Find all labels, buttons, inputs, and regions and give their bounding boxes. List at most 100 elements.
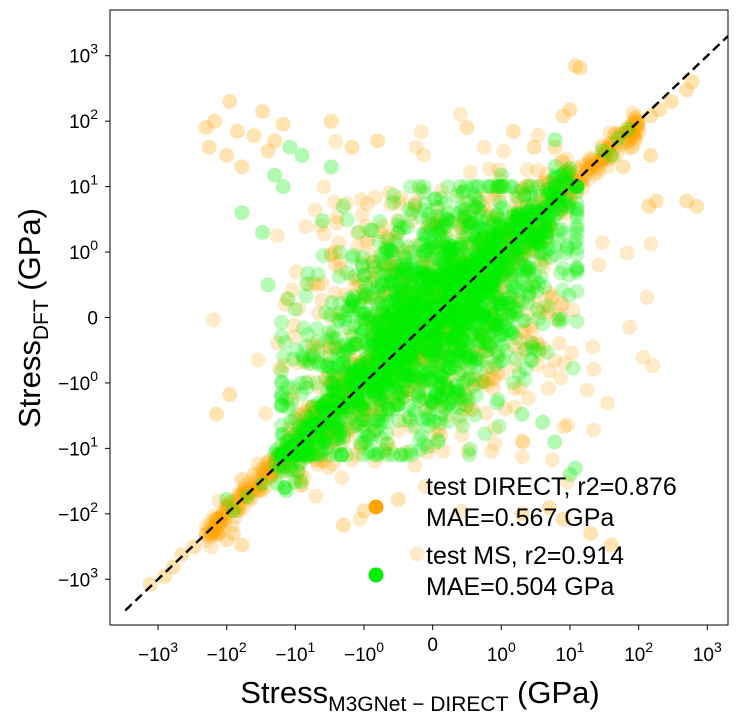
direct-point	[481, 228, 497, 244]
x-axis-label-subscript: M3GNet − DIRECT	[328, 693, 508, 716]
y-tick-label: 0	[87, 309, 98, 330]
ms-point	[404, 206, 419, 221]
direct-point	[279, 291, 295, 307]
direct-point	[299, 410, 315, 426]
direct-point	[516, 189, 532, 204]
ms-point	[467, 232, 483, 248]
direct-point	[489, 269, 505, 285]
direct-point	[552, 205, 568, 221]
direct-point	[514, 180, 530, 196]
ms-point	[477, 426, 493, 442]
ms-point	[370, 413, 386, 429]
direct-point	[568, 160, 584, 176]
ms-point	[444, 331, 460, 347]
direct-point	[311, 380, 327, 396]
direct-point	[394, 383, 410, 399]
ms-point	[480, 335, 496, 351]
direct-point	[515, 449, 530, 465]
ms-point	[374, 336, 389, 352]
ms-point	[339, 359, 355, 375]
direct-point	[574, 158, 590, 173]
ms-point	[393, 220, 409, 235]
direct-point	[246, 466, 262, 482]
direct-point	[378, 311, 394, 327]
direct-point	[627, 131, 643, 147]
direct-point	[436, 279, 452, 295]
ms-point	[451, 307, 466, 323]
direct-point	[314, 408, 330, 424]
ms-point	[390, 397, 405, 413]
direct-point	[307, 202, 323, 218]
direct-point	[358, 407, 373, 423]
ms-point	[430, 336, 446, 352]
direct-point	[513, 251, 529, 266]
ms-point	[499, 343, 514, 359]
direct-point	[491, 162, 507, 178]
ms-point	[467, 192, 483, 208]
direct-point	[324, 375, 340, 391]
direct-point	[486, 191, 502, 207]
direct-point	[286, 384, 302, 400]
direct-point	[496, 283, 512, 299]
ms-point	[403, 179, 419, 195]
direct-point	[510, 211, 526, 227]
direct-point	[384, 368, 400, 384]
direct-point	[259, 454, 275, 470]
x-tick-label-exponent: 2	[239, 639, 247, 655]
direct-point	[415, 313, 431, 329]
direct-point	[457, 211, 473, 227]
direct-point	[482, 316, 498, 332]
ms-point	[441, 306, 457, 322]
ms-point	[569, 221, 585, 237]
ms-point	[379, 371, 395, 387]
direct-point	[221, 495, 237, 511]
ms-point	[444, 332, 460, 347]
ms-point	[377, 367, 393, 383]
direct-point	[430, 357, 446, 373]
ms-point	[358, 334, 374, 350]
direct-point	[339, 363, 355, 379]
direct-point	[278, 453, 294, 468]
ms-point	[420, 345, 436, 361]
direct-point	[428, 338, 444, 354]
direct-point	[286, 329, 302, 345]
direct-point	[334, 470, 350, 486]
ms-point	[485, 315, 501, 331]
x-tick-label-exponent: 1	[308, 639, 316, 655]
ms-point	[306, 350, 322, 365]
ms-point	[390, 281, 406, 297]
ms-point	[346, 366, 361, 382]
direct-point	[390, 423, 406, 439]
plot-background	[110, 10, 728, 625]
direct-point	[449, 324, 465, 340]
ms-point	[512, 283, 528, 299]
direct-point	[394, 358, 410, 374]
direct-point	[432, 291, 448, 306]
ms-point	[441, 247, 457, 263]
direct-point	[396, 349, 412, 365]
ms-point	[390, 289, 406, 305]
direct-point	[417, 328, 432, 344]
ms-point	[392, 296, 408, 312]
direct-point	[484, 371, 500, 387]
direct-point	[206, 522, 222, 538]
ms-point	[419, 287, 435, 303]
direct-point	[357, 380, 373, 395]
direct-point	[476, 305, 492, 320]
ms-point	[476, 306, 492, 322]
ms-point	[437, 287, 453, 303]
direct-point	[425, 276, 441, 292]
direct-point	[454, 334, 470, 350]
direct-point	[417, 285, 433, 301]
direct-point	[329, 209, 345, 225]
ms-point	[449, 306, 465, 322]
direct-point	[464, 345, 480, 361]
direct-point	[619, 245, 635, 261]
direct-point	[383, 441, 399, 457]
ms-point	[447, 240, 463, 256]
direct-point	[422, 336, 438, 352]
direct-point	[327, 194, 343, 210]
direct-point	[375, 369, 391, 385]
ms-point	[428, 304, 444, 320]
ms-point	[457, 295, 473, 311]
